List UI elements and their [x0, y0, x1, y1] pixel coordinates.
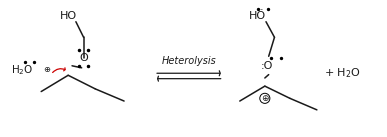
Text: ⊕: ⊕	[261, 94, 269, 103]
Text: HÖ: HÖ	[248, 11, 266, 21]
Text: O: O	[79, 53, 88, 63]
Text: :O: :O	[260, 61, 273, 71]
Text: H$_2$O: H$_2$O	[11, 63, 33, 77]
Text: HO: HO	[60, 11, 77, 21]
Text: + H$_2$O: + H$_2$O	[324, 66, 360, 80]
Text: ⊕: ⊕	[43, 65, 50, 74]
Text: Heterolysis: Heterolysis	[161, 56, 216, 66]
